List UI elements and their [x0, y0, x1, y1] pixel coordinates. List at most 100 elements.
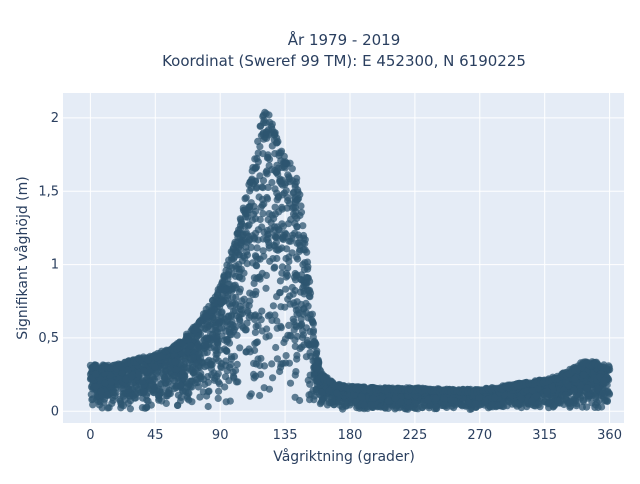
data-point [227, 355, 236, 363]
data-point [556, 397, 564, 405]
data-point [155, 385, 164, 393]
data-point [232, 293, 240, 301]
data-point [404, 398, 412, 406]
data-point [432, 394, 440, 402]
data-point [306, 380, 314, 388]
data-point [305, 391, 313, 399]
data-point [304, 274, 312, 282]
data-point [303, 248, 311, 256]
data-point [277, 303, 285, 311]
data-point [171, 358, 179, 366]
data-point [232, 366, 240, 375]
data-point [342, 402, 350, 410]
data-point [397, 398, 405, 406]
data-point [172, 366, 180, 374]
data-point [273, 317, 281, 325]
data-point [594, 384, 602, 392]
data-point [579, 398, 587, 406]
data-point [271, 130, 279, 138]
data-point [294, 255, 302, 263]
data-point [562, 377, 570, 386]
data-point [312, 350, 320, 358]
data-point [308, 317, 317, 325]
data-point [517, 394, 525, 403]
data-point [194, 344, 202, 352]
data-point [283, 245, 291, 253]
data-point [237, 239, 245, 247]
data-point [262, 284, 270, 292]
data-point [254, 322, 262, 330]
data-point [200, 375, 208, 383]
data-point [566, 399, 574, 407]
data-point [282, 352, 290, 360]
data-point [252, 372, 260, 380]
data-point [227, 311, 236, 319]
data-point [233, 360, 241, 368]
data-point [266, 257, 274, 265]
data-point [277, 363, 285, 371]
data-point [276, 277, 284, 285]
data-point [592, 392, 600, 401]
data-point [271, 233, 279, 241]
data-point [242, 243, 250, 251]
data-point [97, 387, 105, 396]
data-point [391, 394, 399, 403]
data-point [135, 371, 143, 379]
data-point [325, 387, 333, 395]
data-point [257, 354, 265, 363]
data-point [223, 336, 231, 344]
data-point [95, 401, 103, 409]
data-point [268, 211, 276, 219]
data-point [288, 234, 296, 242]
data-point [304, 263, 312, 271]
data-point [214, 394, 222, 402]
y-tick-label: 1 [51, 258, 59, 273]
data-point [290, 299, 298, 307]
data-point [270, 264, 278, 272]
data-point [291, 276, 300, 284]
data-point [226, 363, 234, 371]
data-point [251, 328, 259, 336]
data-point [494, 402, 502, 410]
data-point [244, 307, 252, 315]
data-point [293, 355, 301, 363]
data-point [256, 391, 264, 400]
data-point [299, 222, 307, 230]
data-point [297, 208, 306, 216]
data-point [278, 220, 286, 228]
data-point [124, 366, 132, 374]
data-point [367, 401, 375, 409]
data-point [119, 392, 127, 400]
data-point [275, 226, 283, 234]
data-point [266, 311, 274, 319]
data-point [254, 137, 262, 145]
data-point [309, 326, 318, 334]
data-point [210, 333, 218, 342]
data-point [258, 223, 266, 231]
data-point [245, 345, 253, 353]
chart-title-line1: År 1979 - 2019 [288, 30, 401, 49]
data-point [311, 339, 319, 347]
data-point [259, 210, 267, 218]
data-point [481, 397, 489, 405]
data-point [262, 271, 270, 279]
data-point [194, 379, 202, 387]
data-point [251, 311, 259, 319]
data-point [247, 199, 255, 207]
data-point [264, 153, 272, 161]
data-point [101, 379, 109, 387]
data-point [219, 279, 227, 287]
data-point [140, 367, 148, 375]
data-point [258, 327, 266, 335]
data-point [511, 400, 519, 408]
data-point [206, 360, 214, 368]
data-point [491, 394, 499, 402]
data-point [166, 365, 174, 373]
data-point [300, 234, 308, 242]
data-point [185, 396, 193, 404]
data-point [324, 395, 332, 403]
data-point [110, 388, 118, 396]
data-point [140, 388, 148, 396]
data-point [276, 289, 284, 297]
data-point [207, 306, 216, 314]
